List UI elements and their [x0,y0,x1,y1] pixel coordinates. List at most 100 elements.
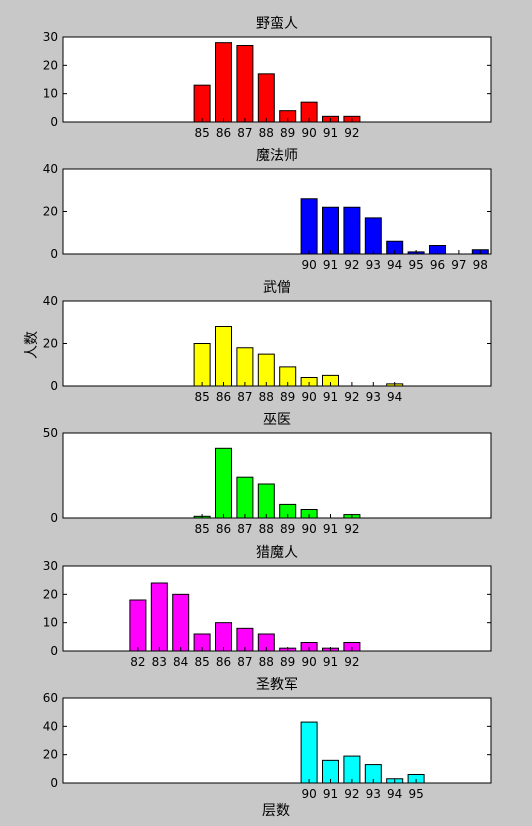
x-tick-label: 92 [344,390,359,404]
x-tick-label: 86 [216,522,231,536]
x-tick-label: 91 [323,787,338,801]
x-tick-label: 94 [387,390,402,404]
bar [300,198,318,255]
subplot-1: 野蛮人 0 10 20 30 85 86 87 88 89 90 91 92 [43,15,492,140]
y-tick-label: 10 [43,87,58,101]
axes-box [62,565,492,652]
x-tick-label: 89 [280,390,295,404]
x-tick-label: 91 [323,390,338,404]
x-tick-label: 88 [259,655,274,669]
y-tick-label: 0 [50,644,58,658]
y-tick-label: 0 [50,247,58,261]
x-tick-label: 91 [323,258,338,272]
bar [257,353,275,387]
y-tick-label: 50 [43,426,58,440]
x-tick-label: 89 [280,655,295,669]
bar [322,206,339,255]
x-tick-label: 85 [194,390,209,404]
subplot-5: 猎魔人 0 10 20 30 82 83 84 85 86 87 88 89 90 91 92 [43,545,492,669]
x-tick-label: 91 [323,522,338,536]
subplot-2: 魔法师 0 20 40 90 91 92 93 94 95 96 97 98 [43,148,492,272]
x-tick-label: 90 [301,258,316,272]
x-tick-label: 93 [366,390,381,404]
x-tick-label: 92 [344,126,359,140]
x-tick-label: 96 [430,258,445,272]
x-tick-label: 91 [323,126,338,140]
x-tick-label: 85 [194,655,209,669]
bar [193,84,211,123]
x-tick-label: 89 [280,522,295,536]
subplot-title: 猎魔人 [256,545,298,561]
subplot-title: 野蛮人 [256,15,298,32]
y-tick-label: 30 [43,559,58,573]
y-tick-label: 20 [43,587,58,601]
x-tick-label: 90 [301,522,316,536]
subplot-title: 魔法师 [256,148,298,164]
y-tick-label: 20 [43,748,58,762]
y-tick-label: 20 [43,337,58,351]
x-tick-label: 84 [173,655,188,669]
y-axis-label: 人数 [24,331,40,359]
axes-box [62,300,492,387]
axes-box [62,432,492,519]
bar [343,755,361,784]
x-tick-label: 87 [237,655,252,669]
y-tick-label: 40 [43,294,58,308]
x-tick-label: 88 [259,522,274,536]
subplot-title: 圣教军 [256,677,298,693]
y-tick-label: 10 [43,616,58,630]
x-tick-label: 90 [301,126,316,140]
x-tick-label: 91 [323,655,338,669]
y-tick-label: 20 [43,205,58,219]
x-axis-label: 层数 [262,803,290,819]
y-tick-label: 30 [43,30,58,44]
bar [257,483,275,519]
x-tick-label: 92 [344,787,359,801]
subplots: 野蛮人 0 10 20 30 85 86 87 88 89 90 91 92 魔法师 0 20 40 90 91 92… [43,15,492,801]
x-tick-label: 94 [387,787,402,801]
bar [172,593,190,652]
y-tick-label: 60 [43,691,58,705]
y-tick-label: 0 [50,115,58,129]
x-tick-label: 87 [237,390,252,404]
x-tick-label: 93 [366,787,381,801]
subplot-title: 巫医 [263,412,291,428]
x-tick-label: 88 [259,390,274,404]
x-tick-label: 98 [473,258,488,272]
bar [364,217,382,255]
bar [343,206,361,255]
subplot-title: 武僧 [263,280,291,296]
y-tick-label: 20 [43,58,58,72]
x-tick-label: 83 [152,655,167,669]
x-tick-label: 95 [408,787,423,801]
x-tick-label: 86 [216,390,231,404]
x-tick-label: 90 [301,390,316,404]
bar [215,447,232,519]
axes-box [62,36,492,123]
y-tick-label: 40 [43,719,58,733]
y-tick-label: 0 [50,776,58,790]
x-tick-label: 93 [366,258,381,272]
subplot-6: 圣教军 0 20 40 60 90 91 92 93 94 95 [43,677,492,801]
x-tick-label: 85 [194,522,209,536]
y-tick-label: 0 [50,511,58,525]
y-tick-label: 40 [43,162,58,176]
bar [193,343,211,387]
x-tick-label: 86 [216,126,231,140]
bar [257,73,275,123]
bar [150,582,168,652]
x-tick-label: 87 [237,126,252,140]
bar [215,326,232,387]
bar [215,42,232,123]
bar [236,347,254,387]
x-tick-label: 86 [216,655,231,669]
x-tick-label: 92 [344,258,359,272]
x-tick-label: 92 [344,655,359,669]
x-tick-label: 90 [301,787,316,801]
x-tick-label: 90 [301,655,316,669]
bar [129,599,147,652]
subplot-4: 巫医 0 50 85 86 87 88 89 90 91 92 [43,412,492,536]
y-tick-label: 0 [50,379,58,393]
x-tick-label: 89 [280,126,295,140]
